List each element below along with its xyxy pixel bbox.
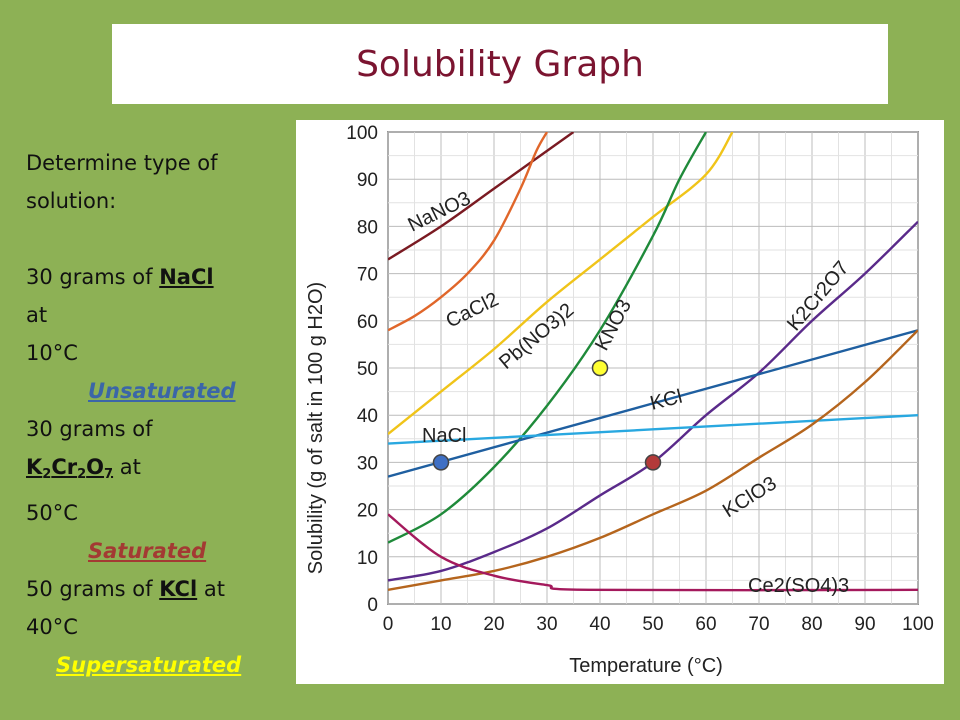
curve-kclo3 xyxy=(388,329,918,592)
curve-nano3 xyxy=(388,132,575,261)
q3-salt: KCl xyxy=(159,577,198,601)
q3-answer-line: Supersaturated xyxy=(26,646,276,684)
curve-nacl xyxy=(388,414,918,445)
y-tick-label: 10 xyxy=(357,548,378,569)
question-panel: Determine type of solution: 30 grams of … xyxy=(26,144,276,684)
label-nacl: NaCl xyxy=(422,425,466,447)
x-tick-label: 50 xyxy=(642,614,663,635)
x-tick-label: 20 xyxy=(483,614,504,635)
q1-salt: NaCl xyxy=(159,265,214,289)
marker-point-3 xyxy=(591,359,609,377)
points xyxy=(432,359,662,471)
x-tick-label: 0 xyxy=(383,614,394,635)
x-tick-label: 80 xyxy=(801,614,822,635)
y-tick-label: 70 xyxy=(357,265,378,286)
q3-answer: Supersaturated xyxy=(56,653,242,677)
title-box: Solubility Graph xyxy=(112,24,888,104)
q2-answer-line: Saturated xyxy=(26,532,276,570)
q1-answer-line: Unsaturated xyxy=(26,372,276,410)
y-tick-label: 40 xyxy=(357,406,378,427)
y-tick-label: 90 xyxy=(357,170,378,191)
question-2: K2Cr2O7 at xyxy=(26,448,276,494)
x-tick-label: 60 xyxy=(695,614,716,635)
grid xyxy=(387,131,919,605)
q2-salt: K2Cr2O7 xyxy=(26,455,114,482)
x-tick-label: 70 xyxy=(748,614,769,635)
y-tick-label: 30 xyxy=(357,453,378,474)
q1-temp: 10°C xyxy=(26,341,78,365)
curve-pbno32 xyxy=(388,132,734,436)
q2-answer: Saturated xyxy=(88,539,207,563)
curves xyxy=(388,132,918,592)
marker-point-2 xyxy=(644,454,662,471)
x-tick-label: 40 xyxy=(589,614,610,635)
y-tick-label: 50 xyxy=(357,359,378,380)
solubility-chart: 0 10 20 30 40 50 60 70 80 90 100 0 10 20 30 40 50 60 70 80 9… xyxy=(296,120,944,684)
label-ce2so43: Ce2(SO4)3 xyxy=(748,575,849,597)
x-tick-label: 90 xyxy=(854,614,875,635)
q3-temp: 40°C xyxy=(26,615,78,639)
y-axis-title: Solubility (g of salt in 100 g H2O) xyxy=(305,282,327,574)
x-tick-label: 100 xyxy=(902,614,934,635)
ticks: 0 10 20 30 40 50 60 70 80 90 100 0 10 20 30 40 50 60 70 80 9… xyxy=(346,123,934,635)
spacer xyxy=(26,220,276,258)
y-tick-label: 60 xyxy=(357,312,378,333)
slide-title: Solubility Graph xyxy=(356,43,644,85)
y-tick-label: 0 xyxy=(367,595,378,616)
q3-pre: 50 grams of xyxy=(26,577,160,601)
y-tick-label: 20 xyxy=(357,501,378,522)
q1-answer: Unsaturated xyxy=(88,379,236,403)
question-1: 30 grams of NaCl xyxy=(26,258,276,296)
x-tick-label: 10 xyxy=(430,614,451,635)
q2-temp: 50°C xyxy=(26,501,78,525)
q3-post: at xyxy=(197,577,225,601)
curve-ce2so43 xyxy=(388,513,918,592)
q2-post: at xyxy=(113,455,141,479)
q1-pre: 30 grams of xyxy=(26,265,160,289)
q2-pre: 30 grams of xyxy=(26,417,153,441)
x-axis-title: Temperature (°C) xyxy=(569,655,723,677)
y-tick-label: 80 xyxy=(357,217,378,238)
y-tick-label: 100 xyxy=(346,123,378,144)
curve-k2cr2o7 xyxy=(388,220,918,582)
curve-kno3 xyxy=(388,132,708,544)
q1-post: at xyxy=(26,303,48,327)
question-3: 50 grams of KCl at xyxy=(26,570,276,608)
curve-cacl2 xyxy=(388,132,549,332)
marker-point-1 xyxy=(432,454,450,471)
x-tick-label: 30 xyxy=(536,614,557,635)
question-heading: Determine type of solution: xyxy=(26,151,218,213)
chart-svg: 0 10 20 30 40 50 60 70 80 90 100 0 10 20 30 40 50 60 70 80 9… xyxy=(305,123,934,677)
